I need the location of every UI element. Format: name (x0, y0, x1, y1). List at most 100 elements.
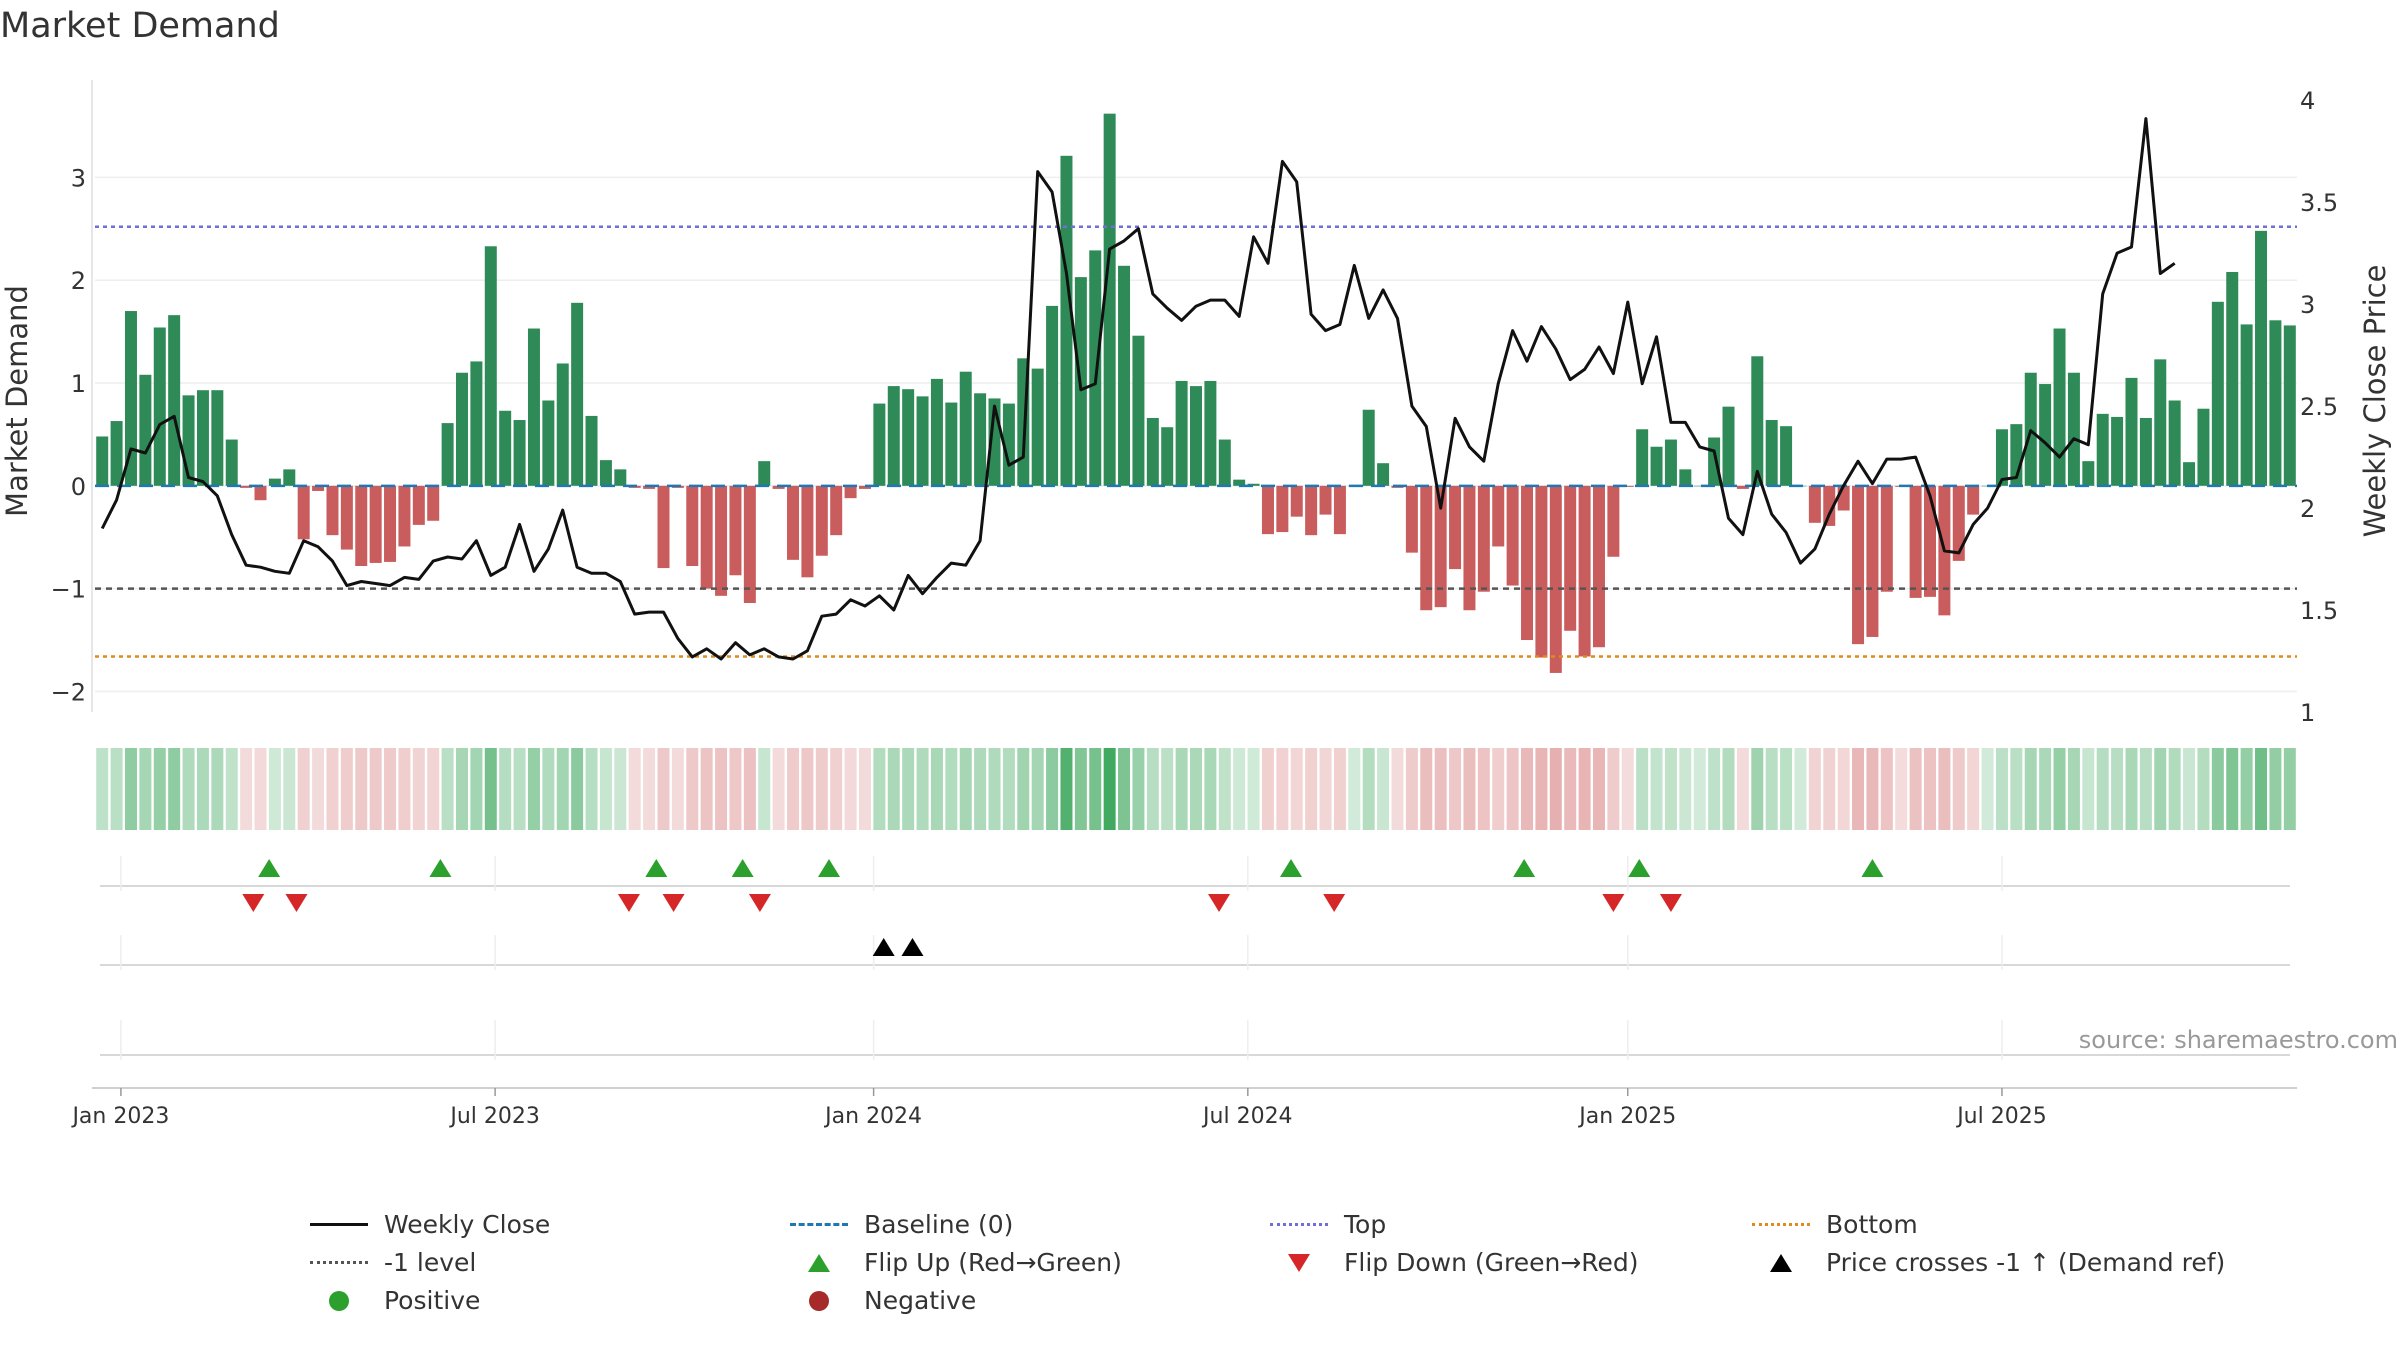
demand-bar (1060, 155, 1073, 486)
flip-down-marker (242, 894, 265, 912)
y-right-tick-label: 1 (2300, 699, 2315, 727)
heat-strip-cell (1693, 748, 1706, 830)
heat-strip-cell (1924, 748, 1936, 830)
heat-strip-cell (1823, 748, 1836, 830)
demand-bar (470, 361, 483, 486)
flip-up-marker (1628, 859, 1651, 877)
heat-strip-cell (801, 748, 814, 830)
heat-strip-cell (974, 748, 987, 830)
demand-bar (1161, 427, 1174, 486)
heat-strip-cell (858, 748, 871, 830)
demand-bar (384, 485, 397, 562)
heat-strip-cell (1521, 748, 1534, 830)
heat-strip-cell (1607, 748, 1620, 830)
y-right-tick-label: 1.5 (2300, 597, 2338, 625)
demand-bar (1650, 446, 1663, 486)
heat-strip-cell (312, 748, 325, 830)
demand-bar (801, 485, 814, 578)
heat-strip-cell (283, 748, 296, 830)
demand-bar (1449, 485, 1462, 570)
heat-strip-cell (2154, 748, 2167, 830)
y-right-tick-label: 3.5 (2300, 189, 2338, 217)
demand-bar (254, 485, 267, 501)
demand-bar (499, 410, 512, 486)
y-tick-label: 1 (71, 370, 86, 398)
legend-bottom: Bottom (1750, 1210, 1918, 1239)
flip-down-marker (1659, 894, 1682, 912)
heat-strip-cell (1002, 748, 1015, 830)
heat-strip-cell (1190, 748, 1202, 830)
flip-up-marker (645, 859, 668, 877)
heat-strip-cell (1852, 748, 1865, 830)
demand-bar (1549, 485, 1562, 673)
heat-strip-cell (1305, 748, 1318, 830)
heat-strip-cell (1549, 748, 1562, 830)
heat-strip-cell (2226, 748, 2239, 830)
demand-bar (124, 311, 137, 486)
heat-strip-cell (355, 748, 368, 830)
demand-bar (2082, 461, 2095, 486)
x-tick-label: Jan 2024 (823, 1104, 922, 1129)
heat-strip-cell (2010, 748, 2023, 830)
demand-bar (902, 389, 915, 486)
heat-strip-cell (1880, 748, 1893, 830)
heat-strip-cell (1664, 748, 1677, 830)
demand-bar (110, 421, 123, 486)
heat-strip-cell (1463, 748, 1476, 830)
legend-minus-one-level: -1 level (308, 1248, 476, 1277)
flip-up-marker (1513, 859, 1536, 877)
heat-strip-cell (1808, 748, 1821, 830)
y-right-tick-label: 2.5 (2300, 393, 2338, 421)
heat-strip-cell (1895, 748, 1908, 830)
demand-bar (686, 485, 699, 567)
heat-strip-cell (542, 748, 555, 830)
heat-strip-cell (2096, 748, 2109, 830)
heat-strip-cell (1046, 748, 1059, 830)
flip-up-marker (1861, 859, 1884, 877)
heat-strip-cell (182, 748, 195, 830)
demand-bar (1722, 406, 1735, 486)
heat-strip-cell (398, 748, 411, 830)
flip-up-marker (731, 859, 754, 877)
y-tick-label: 0 (71, 473, 86, 501)
demand-bar (456, 372, 468, 486)
y-tick-label: 2 (71, 267, 86, 295)
demand-bar (340, 485, 353, 550)
source-text: source: sharemaestro.com (2079, 1026, 2398, 1054)
demand-bar (1578, 485, 1591, 657)
weekly-close-line (100, 117, 2176, 661)
heat-strip-cell (1420, 748, 1433, 830)
demand-bar (2183, 462, 2196, 486)
demand-bar (1621, 485, 1634, 487)
heat-strip-cell (1017, 748, 1030, 830)
heat-strip-cell (988, 748, 1001, 830)
heat-strip-cell (729, 748, 742, 830)
demand-bar (1592, 485, 1605, 648)
demand-bar (1909, 485, 1922, 598)
demand-bar (312, 485, 325, 491)
heat-strip-cell (1952, 748, 1965, 830)
demand-bar (1967, 485, 1980, 515)
demand-bar (412, 485, 425, 525)
flip-down-marker (285, 894, 308, 912)
heat-strip-cell (2139, 748, 2152, 830)
flip-down-marker (1323, 894, 1346, 912)
heat-strip-cell (1175, 748, 1188, 830)
heat-strip-cell (1722, 748, 1735, 830)
legend-weekly-close: Weekly Close (308, 1210, 550, 1239)
demand-bar (153, 327, 166, 486)
demand-bar (1664, 439, 1677, 486)
demand-bar (182, 395, 195, 486)
heat-strip-cell (527, 748, 540, 830)
demand-bar (772, 485, 785, 489)
x-tick-label: Jan 2023 (70, 1104, 169, 1129)
heat-strip-cell (2111, 748, 2124, 830)
demand-bar (96, 436, 109, 486)
heat-strip-cell (1074, 748, 1087, 830)
demand-bar (326, 485, 339, 536)
heat-strip-cell (1751, 748, 1764, 830)
heat-strip-cell (139, 748, 152, 830)
flip-up-marker (1279, 859, 1302, 877)
heat-strip-cell (1391, 748, 1404, 830)
